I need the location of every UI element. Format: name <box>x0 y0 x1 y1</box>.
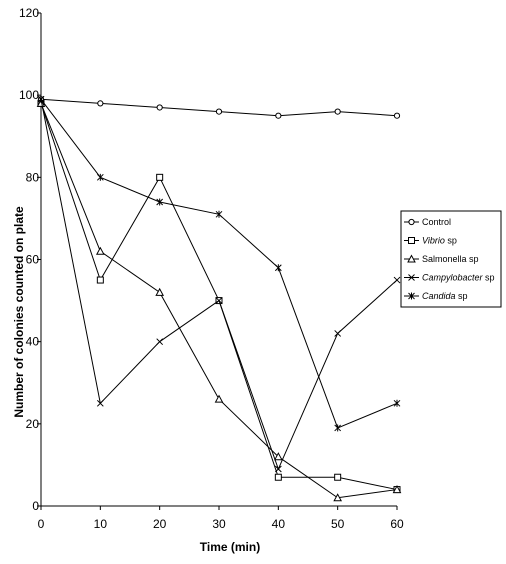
x-axis-title: Time (min) <box>200 540 260 554</box>
x-marker <box>156 338 164 346</box>
legend-item: Candida sp <box>404 291 468 301</box>
series-salmonella-sp <box>36 98 402 502</box>
legend-label-italic: Vibrio <box>422 236 445 246</box>
circle-marker <box>215 108 223 115</box>
legend-label: Salmonella sp <box>422 254 479 264</box>
triangle-marker <box>273 452 283 461</box>
legend-label-suffix: sp <box>445 236 457 246</box>
x-tick-label: 40 <box>272 517 286 531</box>
series-vibrio-sp <box>37 99 401 494</box>
square-marker <box>274 473 282 481</box>
triangle-marker <box>333 493 343 502</box>
circle-marker <box>156 104 163 111</box>
series-campylobacter-sp <box>37 95 401 473</box>
y-tick-label: 120 <box>19 6 39 20</box>
star-marker <box>96 173 104 181</box>
triangle-marker <box>407 254 416 263</box>
triangle-marker <box>214 394 224 403</box>
legend: Control Vibrio sp Salmonella sp Campylobact… <box>400 210 502 308</box>
series-line <box>40 99 398 471</box>
x-marker <box>215 297 223 304</box>
circle-marker <box>408 218 415 226</box>
circle-marker <box>97 100 104 107</box>
star-marker <box>408 292 415 300</box>
star-marker <box>334 424 342 432</box>
x-tick-label: 60 <box>390 517 404 531</box>
circle-marker <box>393 112 401 119</box>
legend-item: Campylobacter sp <box>404 273 495 283</box>
y-tick-label: 20 <box>26 417 40 431</box>
legend-label-suffix: sp <box>456 291 468 301</box>
series-candida-sp <box>37 95 401 432</box>
star-marker <box>393 399 401 407</box>
legend-item: Salmonella sp <box>404 254 479 264</box>
series-line <box>40 103 398 491</box>
y-tick-label: 100 <box>19 88 39 102</box>
plot-area: 0 20 40 60 80 100 120 0 10 20 30 40 50 60 <box>19 6 404 531</box>
star-marker <box>215 210 223 218</box>
legend-item: Vibrio sp <box>404 236 457 246</box>
square-marker <box>96 276 104 284</box>
y-axis-title: Number of colonies counted on plate <box>12 206 26 418</box>
square-marker <box>408 237 415 244</box>
triangle-marker <box>36 98 46 107</box>
y-tick-label: 0 <box>32 499 39 513</box>
legend-label: Candida sp <box>422 291 468 301</box>
x-tick-label: 20 <box>153 517 167 531</box>
star-marker <box>274 264 282 272</box>
legend-item: Control <box>404 217 451 227</box>
x-marker <box>274 465 282 473</box>
x-tick-label: 50 <box>331 517 345 531</box>
y-tick-label: 40 <box>26 335 40 349</box>
x-tick-label: 10 <box>94 517 108 531</box>
circle-marker <box>334 108 341 115</box>
x-marker <box>393 276 401 284</box>
x-tick-label: 0 <box>38 517 45 531</box>
legend-label: Campylobacter sp <box>422 273 495 283</box>
square-marker <box>334 473 342 481</box>
star-marker <box>37 95 45 103</box>
legend-label-italic: Campylobacter <box>422 273 484 283</box>
y-tick-label: 60 <box>26 253 40 267</box>
legend-label-italic: Candida <box>422 291 456 301</box>
legend-label: Vibrio sp <box>422 236 457 246</box>
y-tick-label: 80 <box>26 170 40 184</box>
triangle-marker <box>392 485 402 494</box>
x-marker <box>408 274 415 281</box>
series-control <box>37 96 401 119</box>
x-marker <box>96 399 104 407</box>
x-tick-label: 30 <box>212 517 226 531</box>
triangle-marker <box>155 287 165 296</box>
star-marker <box>156 198 164 206</box>
triangle-marker <box>95 246 105 255</box>
circle-marker <box>275 112 282 119</box>
legend-label: Control <box>422 217 451 227</box>
x-marker <box>334 330 342 337</box>
legend-label-suffix: sp <box>483 273 495 283</box>
square-marker <box>156 173 164 181</box>
